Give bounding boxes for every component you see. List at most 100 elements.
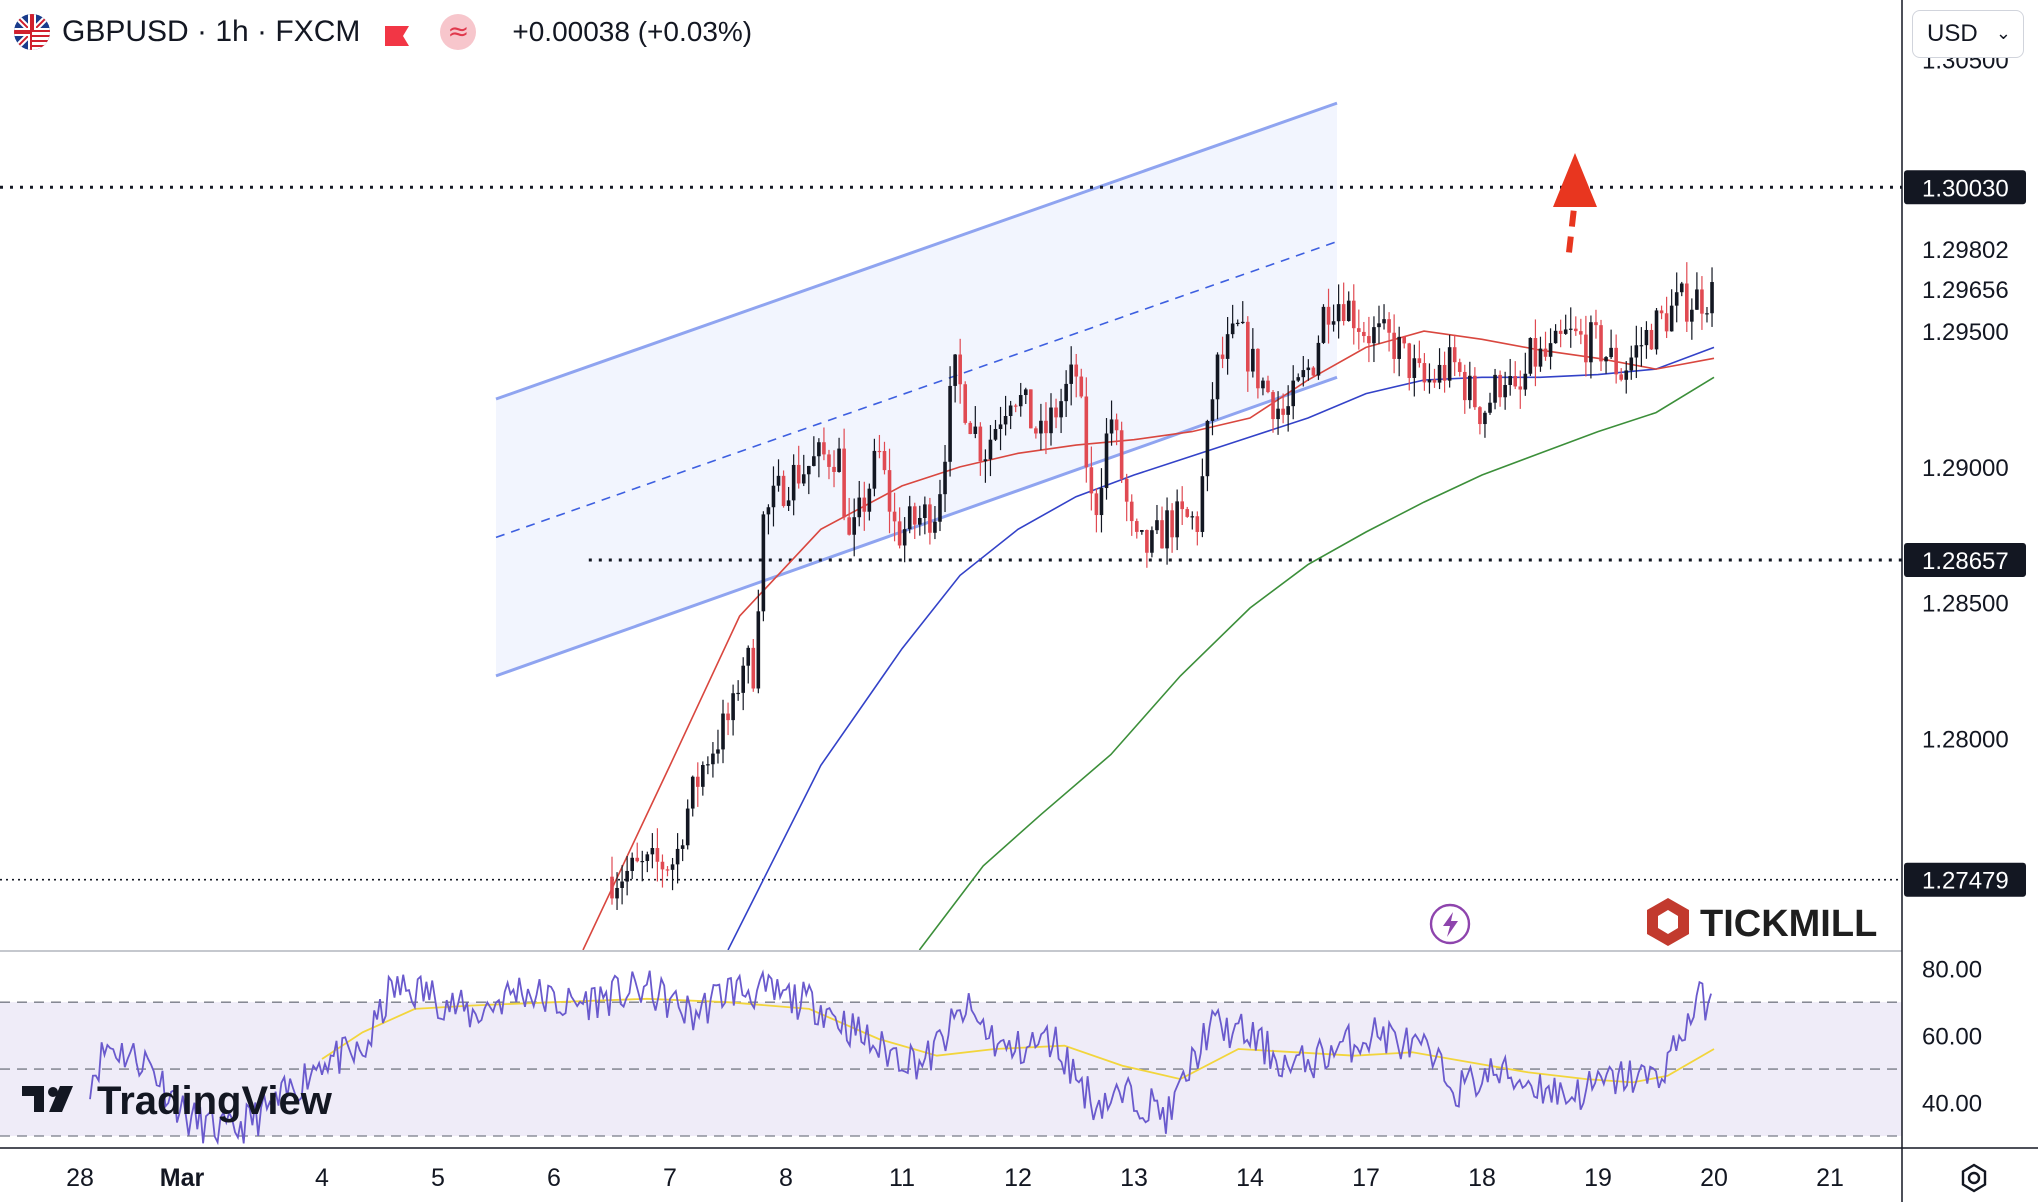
candle-body bbox=[1190, 516, 1195, 518]
candle-body bbox=[1392, 332, 1396, 359]
candle-body bbox=[1281, 408, 1285, 415]
candle-body bbox=[943, 461, 947, 495]
rsi-pane bbox=[0, 969, 1902, 1146]
candle-body bbox=[1644, 329, 1649, 346]
candle-body bbox=[1609, 347, 1613, 358]
candle-body bbox=[1326, 306, 1331, 325]
candle-body bbox=[806, 465, 811, 475]
settings-gear-icon[interactable] bbox=[1956, 1160, 1992, 1196]
projection-arrow-shaft bbox=[1566, 198, 1578, 253]
candle-body bbox=[640, 860, 645, 863]
candle-body bbox=[1023, 389, 1028, 396]
candle-body bbox=[847, 517, 851, 535]
candle-body bbox=[867, 488, 872, 512]
candle-body bbox=[998, 424, 1003, 429]
red-flag-icon[interactable] bbox=[384, 21, 410, 46]
symbol-header[interactable]: GBPUSD · 1h · FXCM ≈ +0.00038 (+0.03%) bbox=[14, 10, 752, 54]
tickmill-logo-text: TICKMILL bbox=[1700, 903, 1877, 945]
candle-body bbox=[877, 450, 882, 453]
currency-selector[interactable]: USD ⌄ bbox=[1912, 10, 2024, 58]
candle-body bbox=[1624, 370, 1629, 380]
candle-body bbox=[817, 442, 821, 457]
candle-body bbox=[1503, 385, 1507, 398]
candle-body bbox=[1306, 367, 1311, 371]
candle-body bbox=[791, 464, 796, 501]
time-tick-label: 12 bbox=[1004, 1164, 1032, 1192]
tradingview-logo-text: TradingView bbox=[97, 1079, 333, 1123]
channel-fill bbox=[496, 103, 1337, 676]
candle-body bbox=[1553, 330, 1558, 344]
candle-body bbox=[721, 713, 725, 750]
candle-body bbox=[1579, 331, 1583, 335]
candle-body bbox=[1276, 408, 1280, 420]
candle-body bbox=[1210, 399, 1215, 421]
time-tick-label: 21 bbox=[1816, 1164, 1844, 1192]
candle-body bbox=[690, 776, 695, 809]
candle-body bbox=[1079, 376, 1084, 397]
candle-body bbox=[1114, 419, 1119, 431]
candle-body bbox=[882, 450, 887, 471]
candle-body bbox=[695, 776, 700, 787]
candle-body bbox=[948, 385, 952, 462]
candle-body bbox=[842, 448, 846, 518]
candle-body bbox=[1261, 380, 1265, 389]
candle-body bbox=[1064, 383, 1068, 402]
candle-body bbox=[1245, 321, 1250, 372]
time-tick-label: 17 bbox=[1352, 1164, 1380, 1192]
candle-body bbox=[933, 521, 937, 533]
candle-body bbox=[801, 474, 806, 484]
level-price-badge-label: 1.30030 bbox=[1922, 175, 2009, 202]
level-price-badge-label: 1.28657 bbox=[1922, 548, 2009, 575]
candle-body bbox=[978, 426, 983, 462]
candle-body bbox=[988, 439, 993, 460]
candle-body bbox=[1240, 321, 1245, 324]
candle-body bbox=[716, 749, 720, 754]
level-price-badge bbox=[1904, 862, 2026, 897]
candle-body bbox=[1109, 419, 1114, 434]
approx-wave-icon[interactable]: ≈ bbox=[440, 14, 477, 50]
tradingview-logo-slash bbox=[49, 1086, 73, 1112]
candle-body bbox=[1548, 343, 1553, 357]
price-pane: TICKMILL bbox=[0, 101, 1902, 950]
time-tick-label: 7 bbox=[663, 1164, 677, 1192]
candle-body bbox=[822, 442, 826, 455]
level-price-badge bbox=[1904, 170, 2026, 205]
candle-body bbox=[1054, 407, 1058, 418]
candle-body bbox=[1200, 476, 1205, 532]
lightning-badge-icon bbox=[1429, 903, 1471, 945]
candle-body bbox=[1412, 358, 1417, 378]
candle-body bbox=[1170, 510, 1174, 538]
candle-body bbox=[1705, 313, 1709, 315]
candle-body bbox=[1362, 331, 1366, 337]
candle-body bbox=[781, 475, 786, 506]
candle-body bbox=[670, 864, 675, 870]
rsi-tick-label: 60.00 bbox=[1922, 1024, 1982, 1051]
level-price-label: 1.29802 bbox=[1922, 237, 2009, 264]
candle-body bbox=[1008, 405, 1013, 416]
candle-body bbox=[1407, 343, 1412, 378]
candle-body bbox=[1341, 304, 1346, 322]
candle-body bbox=[1059, 401, 1063, 418]
candle-body bbox=[1437, 364, 1442, 383]
candle-body bbox=[1134, 521, 1139, 532]
candle-body bbox=[923, 504, 927, 518]
candle-body bbox=[741, 665, 745, 693]
candle-body bbox=[1594, 322, 1598, 326]
candle-body bbox=[1266, 380, 1270, 393]
candle-body bbox=[1104, 433, 1109, 489]
candle-body bbox=[968, 422, 973, 434]
candle-body bbox=[1639, 345, 1644, 347]
candle-body bbox=[1447, 347, 1452, 381]
candle-body bbox=[1336, 304, 1341, 322]
candle-body bbox=[761, 514, 766, 612]
candle-body bbox=[1003, 415, 1008, 425]
candle-body bbox=[771, 485, 776, 508]
candle-body bbox=[1619, 374, 1623, 380]
candle-body bbox=[1432, 379, 1437, 383]
candle-body bbox=[1346, 300, 1351, 322]
candle-body bbox=[1589, 322, 1593, 363]
candle-body bbox=[660, 861, 665, 870]
candle-body bbox=[1700, 289, 1704, 314]
candle-body bbox=[675, 848, 680, 865]
